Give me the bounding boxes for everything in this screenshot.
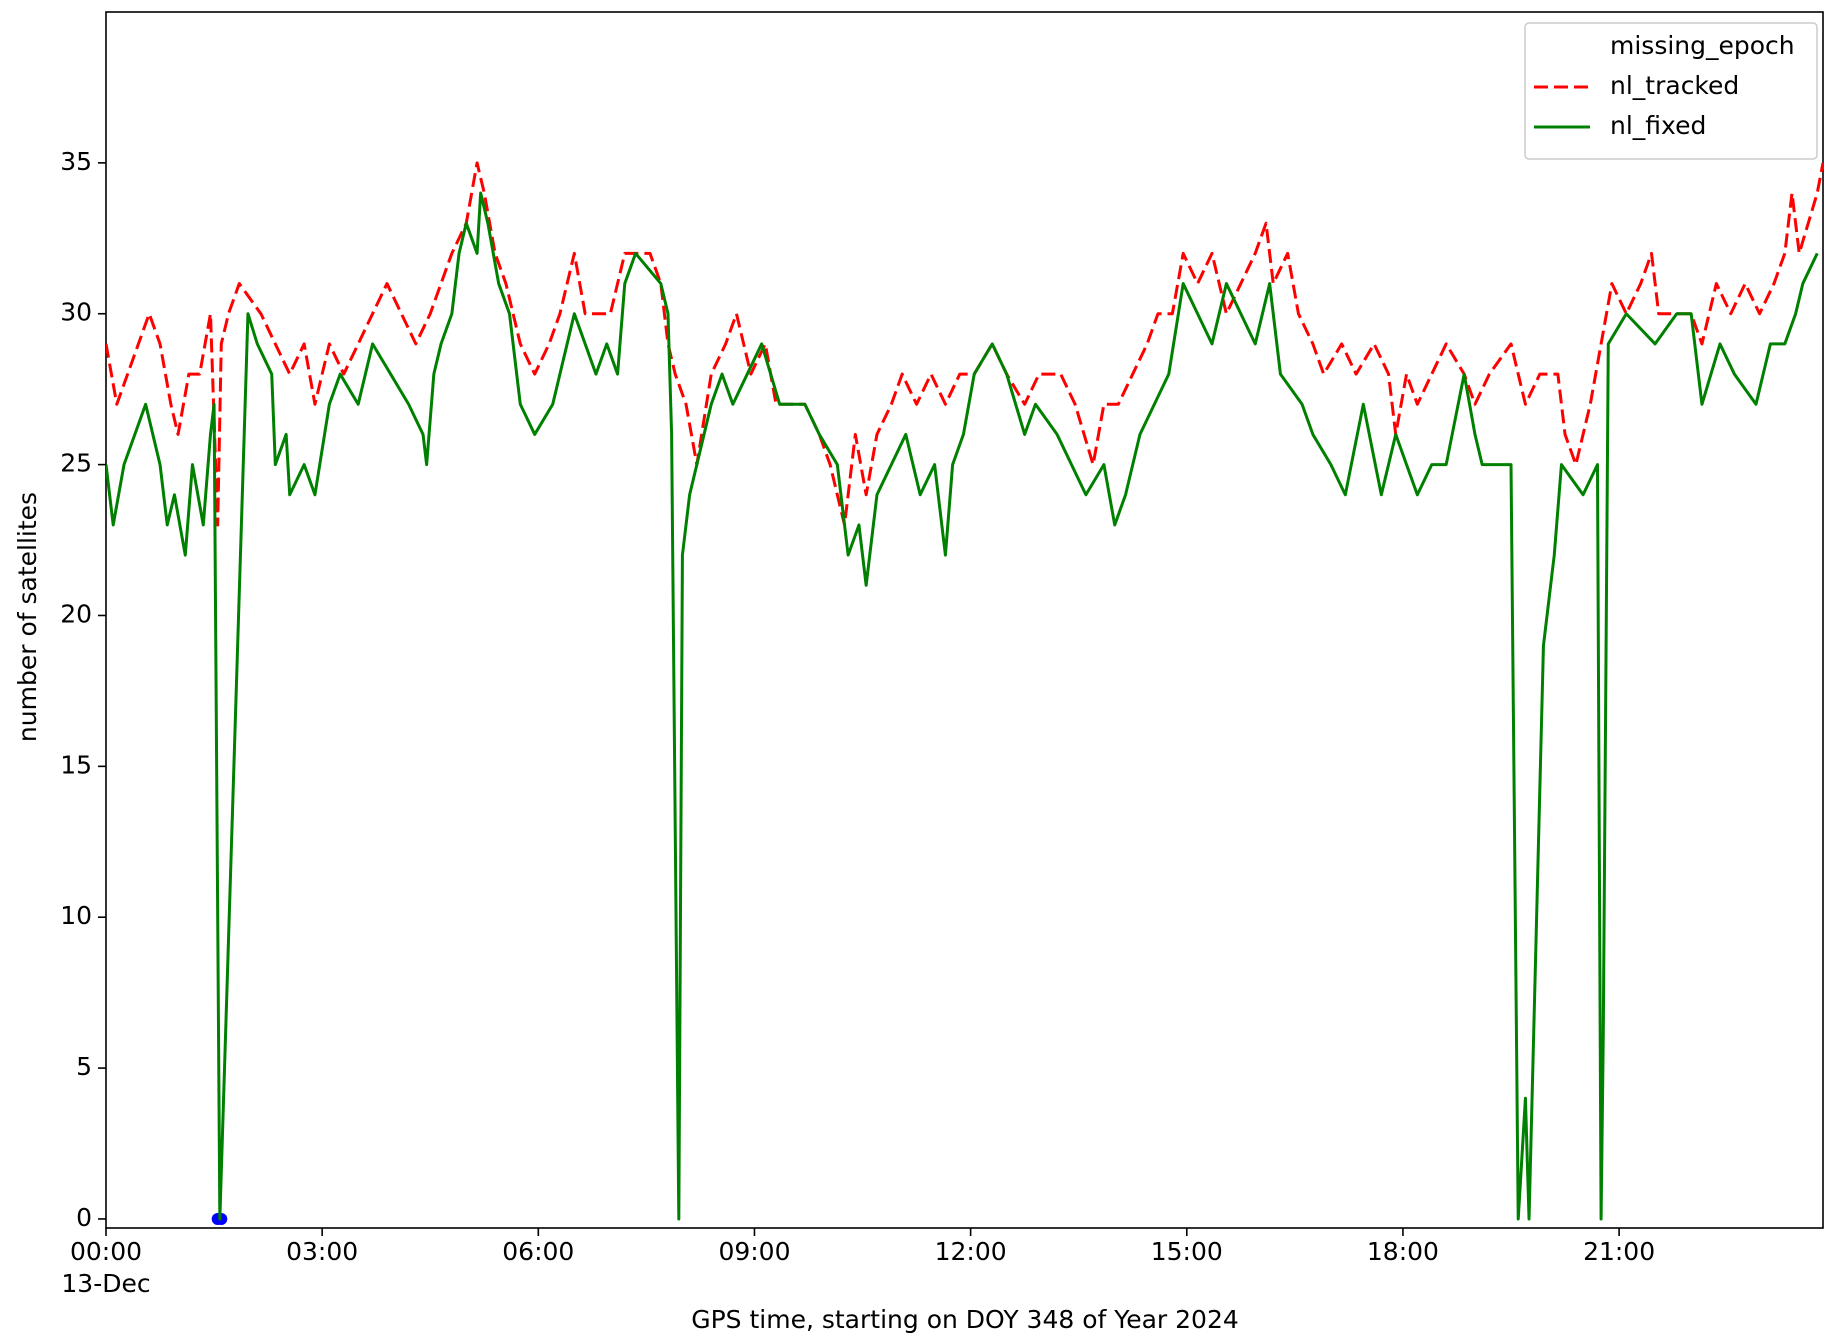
x-tick-label: 06:00 [502,1237,574,1266]
y-tick-label: 25 [60,449,92,478]
x-tick-label: 03:00 [286,1237,358,1266]
plot-frame [105,11,1824,1229]
y-tick-label: 30 [60,298,92,327]
x-tick-label: 21:00 [1583,1237,1655,1266]
x-axis-label: GPS time, starting on DOY 348 of Year 20… [691,1305,1239,1334]
legend: missing_epoch nl_tracked nl_fixed [1524,22,1818,160]
y-tick-label: 35 [60,147,92,176]
legend-label: missing_epoch [1610,31,1795,60]
x-tick-label: 15:00 [1151,1237,1223,1266]
x-date-label: 13-Dec [61,1269,150,1298]
x-tick-label: 09:00 [718,1237,790,1266]
x-tick-label: 18:00 [1367,1237,1439,1266]
y-tick-label: 15 [60,750,92,779]
y-tick-label: 0 [76,1203,92,1232]
series-line [106,191,1819,1221]
legend-label: nl_fixed [1610,111,1706,140]
series-line [106,161,1824,527]
legend-box [1524,22,1818,160]
x-tick-label: 12:00 [935,1237,1007,1266]
x-tick-label: 00:00 [70,1237,142,1266]
plot-area [106,161,1824,1225]
y-tick-label: 10 [60,901,92,930]
y-axis-label: number of satellites [13,492,42,742]
y-tick-label: 5 [76,1052,92,1081]
legend-label: nl_tracked [1610,71,1739,100]
y-tick-label: 20 [60,599,92,628]
